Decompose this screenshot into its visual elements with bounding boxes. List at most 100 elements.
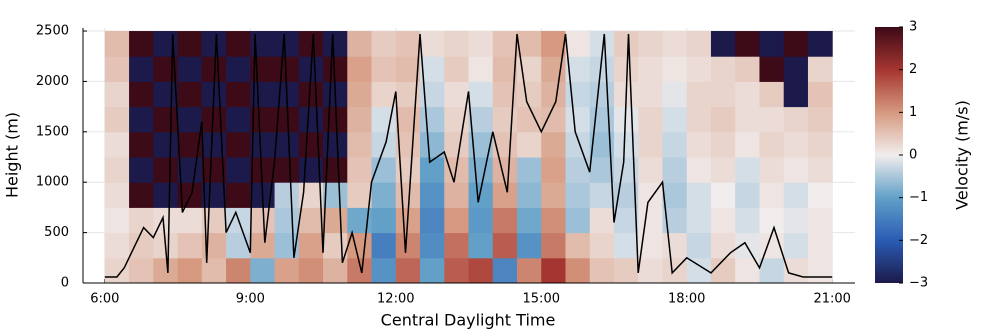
heatmap-cell — [177, 207, 203, 234]
heatmap-cell — [807, 81, 833, 108]
heatmap-cell — [444, 207, 470, 234]
heatmap-cell — [104, 157, 130, 183]
heatmap-cell — [759, 182, 785, 208]
heatmap-cell — [274, 207, 300, 234]
heatmap-cell — [177, 106, 203, 133]
heatmap-cell — [517, 182, 542, 208]
heatmap-cell — [420, 131, 445, 158]
heatmap-cell — [347, 81, 373, 108]
heatmap-cell — [323, 31, 348, 57]
y-tick-label: 2500 — [36, 24, 69, 39]
heatmap-cell — [347, 182, 373, 208]
heatmap-cell — [274, 157, 300, 183]
heatmap-cell — [735, 106, 760, 133]
heatmap-cell — [468, 56, 494, 82]
heatmap-cell — [759, 81, 785, 108]
heatmap-cell — [710, 182, 736, 208]
heatmap-cell — [347, 106, 373, 133]
heatmap-cell — [420, 31, 445, 57]
heatmap-cell — [298, 81, 324, 108]
heatmap-cell — [104, 207, 130, 234]
heatmap-cell — [226, 31, 251, 57]
heatmap-cell — [517, 257, 542, 284]
y-tick-label: 500 — [44, 225, 69, 240]
height-line — [104, 33, 833, 278]
heatmap-cell — [104, 31, 130, 57]
heatmap-cell — [541, 257, 566, 284]
heatmap-cell — [347, 157, 373, 183]
heatmap-cell — [686, 157, 712, 183]
heatmap-cell — [735, 31, 760, 57]
heatmap-cell — [250, 257, 276, 284]
colorbar-tick-label: 2 — [909, 62, 917, 77]
heatmap-cell — [541, 106, 566, 133]
heatmap-cell — [104, 232, 130, 259]
heatmap-cell — [613, 207, 639, 234]
heatmap-cell — [541, 207, 566, 234]
heatmap-cell — [444, 131, 470, 158]
heatmap-cell — [759, 207, 785, 234]
heatmap-cell — [177, 232, 203, 259]
heatmap-cell — [662, 31, 688, 57]
heatmap-cell — [371, 81, 397, 108]
heatmap-cell — [274, 56, 300, 82]
x-tick-label: 15:00 — [523, 292, 560, 307]
heatmap-cell — [104, 257, 130, 284]
colorbar-tick-label: 3 — [909, 20, 917, 35]
heatmap-cell — [686, 31, 712, 57]
heatmap-cell — [807, 131, 833, 158]
heatmap-cell — [686, 56, 712, 82]
heatmap-cell — [226, 232, 251, 259]
heatmap-cell — [250, 106, 276, 133]
heatmap-cell — [468, 207, 494, 234]
heatmap-cell — [638, 31, 663, 57]
x-tick-label: 21:00 — [813, 292, 850, 307]
heatmap-cell — [492, 131, 518, 158]
heatmap-cell — [371, 31, 397, 57]
heatmap-cell — [371, 207, 397, 234]
heatmap-cell — [420, 257, 445, 284]
heatmap-cell — [104, 56, 130, 82]
heatmap-cell — [129, 182, 154, 208]
heatmap-cell — [444, 232, 470, 259]
heatmap-cell — [759, 56, 785, 82]
heatmap-cell — [710, 157, 736, 183]
heatmap-cell — [662, 81, 688, 108]
heatmap-cell — [274, 257, 300, 284]
heatmap-cell — [517, 157, 542, 183]
heatmap-cell — [104, 182, 130, 208]
heatmap-cell — [104, 106, 130, 133]
heatmap-cell — [783, 232, 809, 259]
heatmap-cell — [177, 56, 203, 82]
heatmap-cell — [807, 232, 833, 259]
heatmap-cell — [347, 131, 373, 158]
heatmap-cell — [686, 232, 712, 259]
heatmap-cell — [420, 157, 445, 183]
heatmap-cell — [565, 157, 591, 183]
heatmap-cell — [565, 131, 591, 158]
heatmap-cell — [226, 131, 251, 158]
heatmap-cell — [638, 207, 663, 234]
heatmap-cell — [468, 106, 494, 133]
heatmap-cell — [783, 81, 809, 108]
heatmap-cell — [735, 232, 760, 259]
heatmap-cell — [589, 257, 615, 284]
heatmap-cell — [783, 56, 809, 82]
heatmap-cell — [323, 56, 348, 82]
heatmap-cell — [613, 257, 639, 284]
heatmap-cell — [153, 257, 179, 284]
heatmap-cell — [565, 182, 591, 208]
heatmap-cell — [783, 182, 809, 208]
heatmap-cell — [226, 182, 251, 208]
heatmap-cell — [298, 207, 324, 234]
heatmap-cell — [589, 207, 615, 234]
heatmap-cell — [589, 106, 615, 133]
heatmap-cell — [613, 131, 639, 158]
heatmap-cell — [710, 207, 736, 234]
heatmap-cell — [177, 81, 203, 108]
heatmap-cell — [444, 56, 470, 82]
heatmap-cell — [298, 31, 324, 57]
heatmap-cell — [444, 31, 470, 57]
heatmap-cell — [735, 207, 760, 234]
